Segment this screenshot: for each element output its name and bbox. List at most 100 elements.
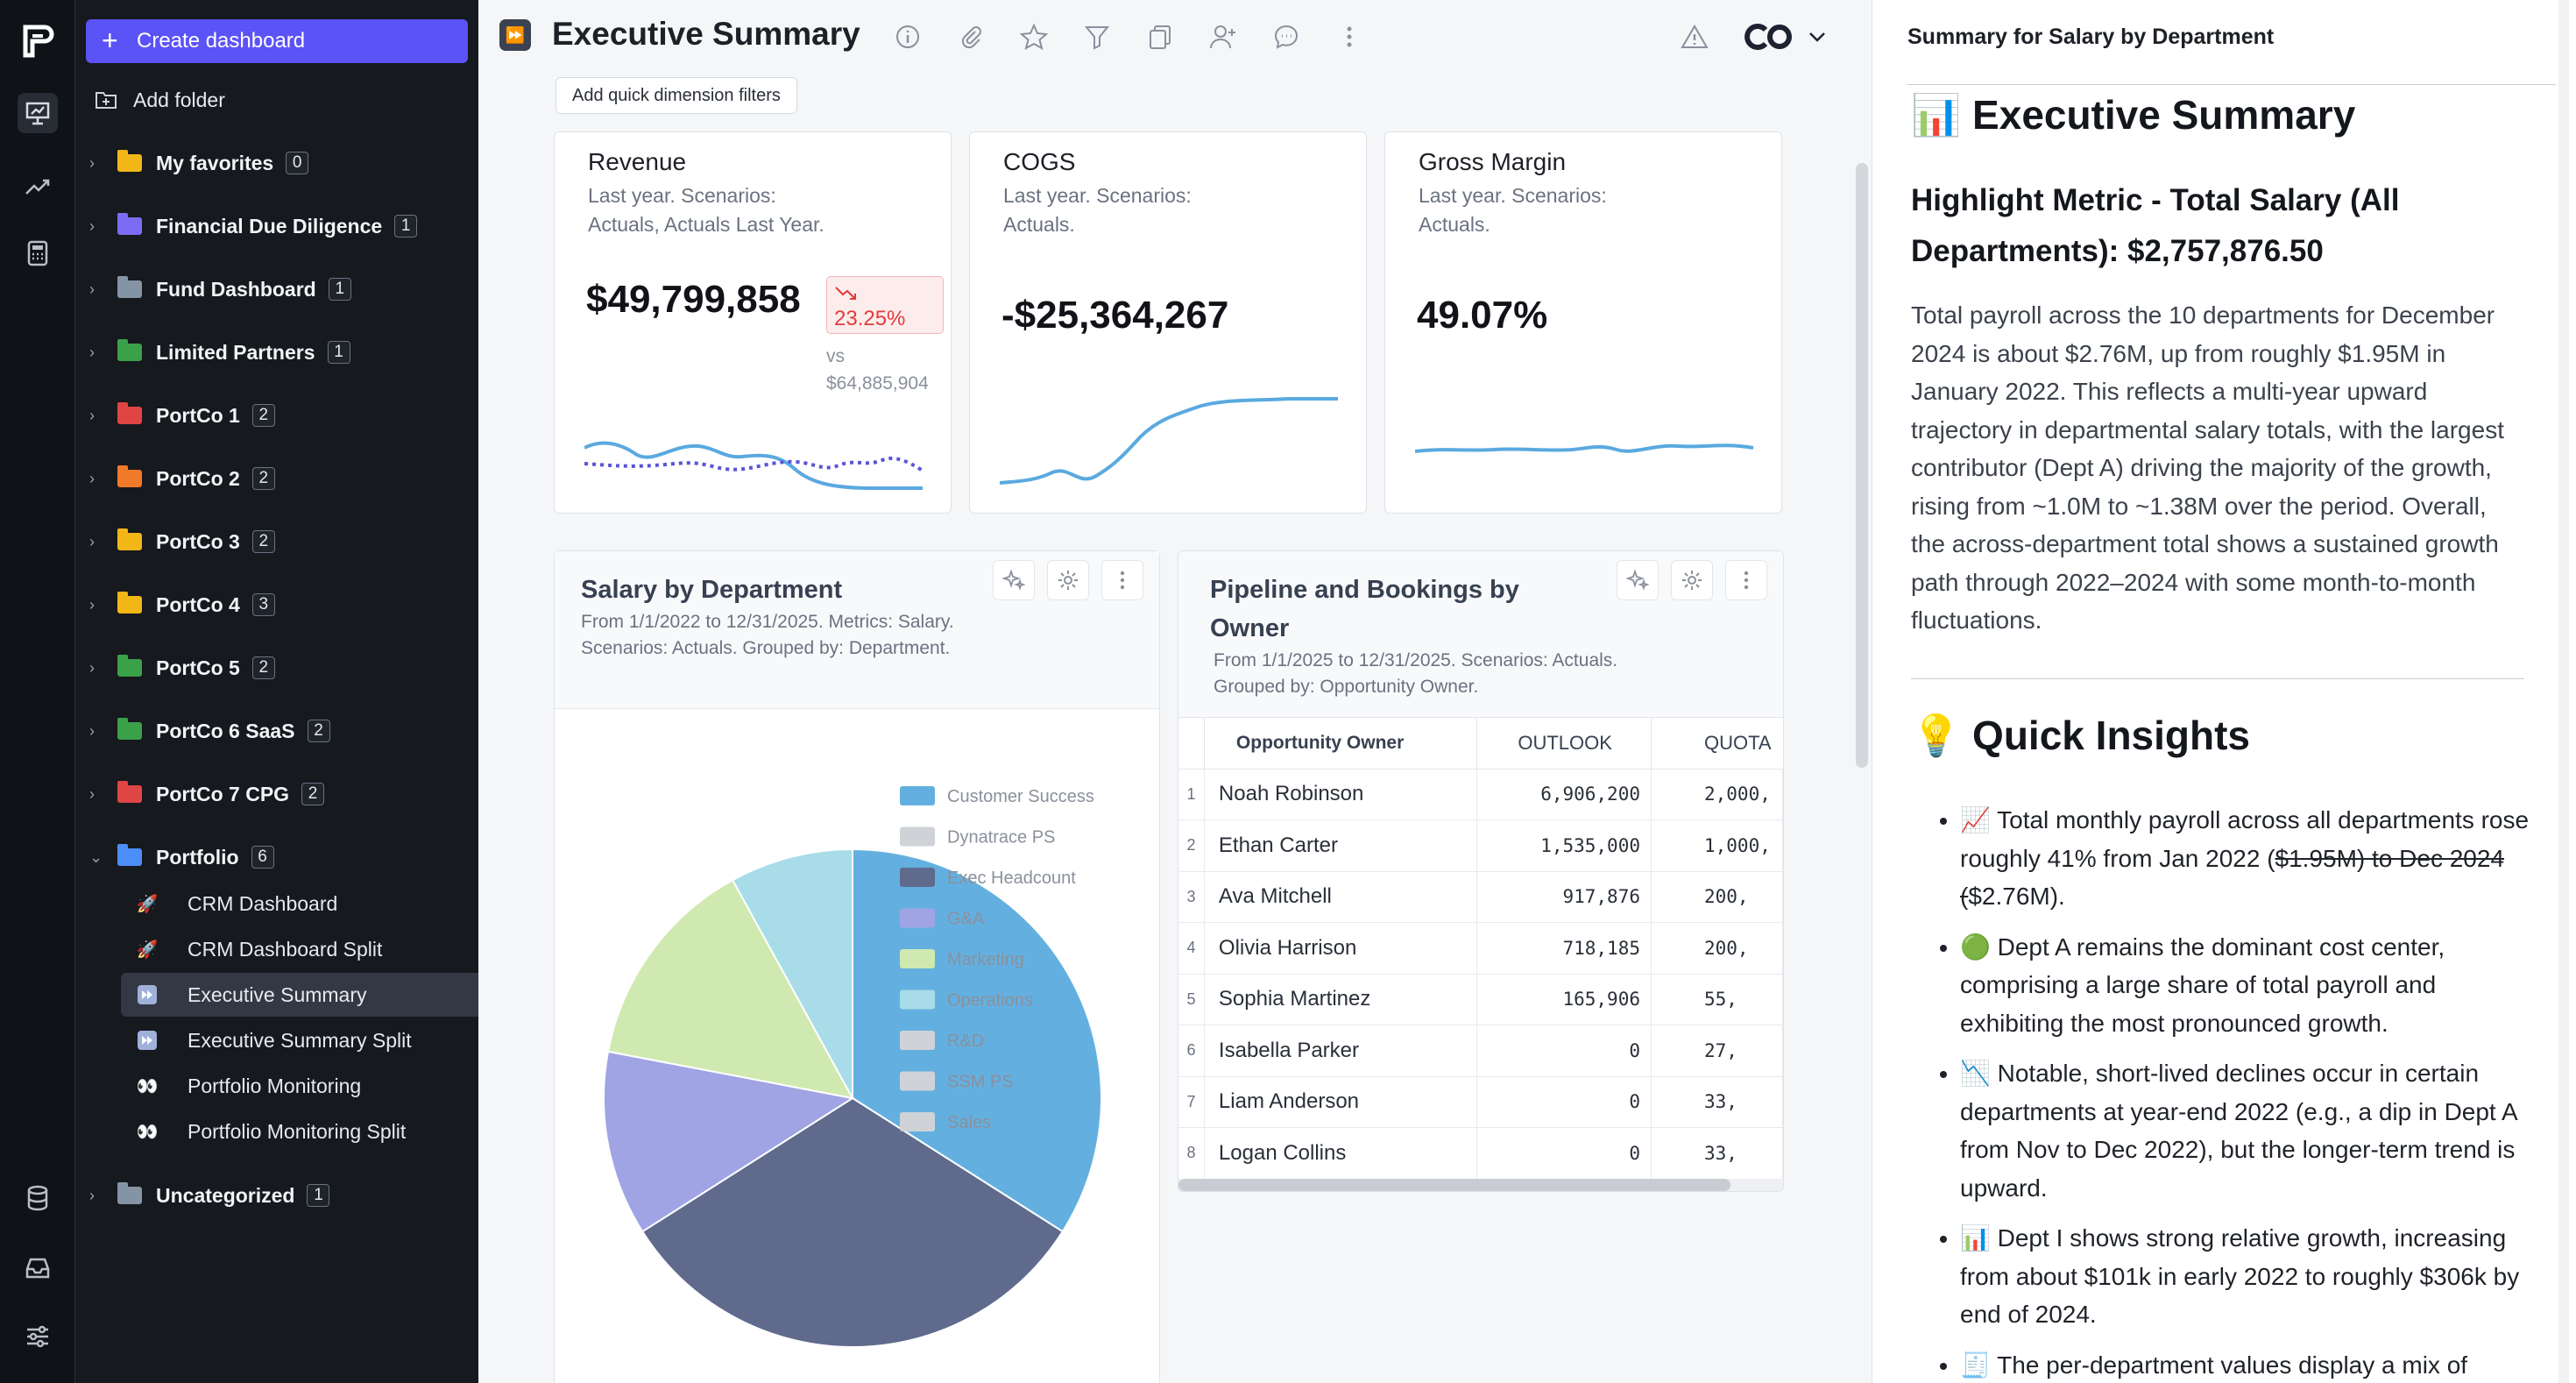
folder-financial-due-diligence[interactable]: › Financial Due Diligence 1	[89, 209, 418, 244]
panel-settings-button[interactable]	[1671, 560, 1713, 600]
kpi-card-gross-margin[interactable]: Gross Margin Last year. Scenarios: Actua…	[1384, 131, 1782, 514]
info-icon[interactable]	[892, 21, 924, 53]
legend-swatch[interactable]	[900, 868, 935, 887]
folder-portco-7-cpg[interactable]: › PortCo 7 CPG 2	[89, 777, 325, 812]
calculator-icon[interactable]	[18, 233, 58, 273]
inbox-icon[interactable]	[18, 1248, 58, 1288]
legend-swatch[interactable]	[900, 989, 935, 1010]
scrollbar-thumb[interactable]	[1178, 1179, 1730, 1191]
summary-scrollbar[interactable]	[2558, 0, 2569, 1383]
folder-portco-6-saas[interactable]: › PortCo 6 SaaS 2	[89, 713, 330, 748]
pie-slice-g-a[interactable]	[603, 1050, 855, 1233]
legend-swatch[interactable]	[900, 1071, 935, 1091]
legend-label[interactable]: Customer Success	[947, 787, 1094, 806]
table-row[interactable]: 6 Isabella Parker 0 27,	[1178, 1025, 1783, 1077]
legend-swatch[interactable]	[900, 786, 935, 805]
folder-fund-dashboard[interactable]: › Fund Dashboard 1	[89, 272, 351, 307]
table-row[interactable]: 7 Liam Anderson 0 33,	[1178, 1076, 1783, 1128]
legend-label[interactable]: SSM PS	[947, 1073, 1014, 1092]
paperclip-icon[interactable]	[955, 21, 987, 53]
page-title: Executive Summary	[552, 16, 860, 52]
more-vertical-icon[interactable]	[1334, 21, 1365, 53]
ai-sparkle-button[interactable]	[1617, 560, 1659, 600]
legend-label[interactable]: G&A	[947, 910, 985, 929]
folder-my-favorites[interactable]: › My favorites 0	[89, 145, 309, 181]
pie-slice-marketing[interactable]	[606, 878, 854, 1100]
legend-swatch[interactable]	[900, 1031, 935, 1050]
trending-icon[interactable]	[18, 167, 58, 207]
folder-limited-partners[interactable]: › Limited Partners 1	[89, 335, 350, 370]
warning-icon[interactable]	[1679, 21, 1710, 53]
database-icon[interactable]	[18, 1178, 58, 1218]
folder-count-badge: 1	[394, 215, 418, 238]
add-folder-button[interactable]: Add folder	[95, 84, 225, 116]
divider	[1907, 84, 2556, 85]
dashboard-item-crm-dashboard-split[interactable]: 🚀 CRM Dashboard Split	[121, 927, 503, 971]
legend-label[interactable]: Operations	[947, 991, 1033, 1011]
panel-settings-button[interactable]	[1047, 560, 1089, 600]
star-icon[interactable]	[1018, 21, 1050, 53]
kpi-card-revenue[interactable]: Revenue Last year. Scenarios: Actuals, A…	[554, 131, 952, 514]
workspace-logo-icon[interactable]	[1740, 21, 1801, 53]
legend-label[interactable]: Marketing	[947, 950, 1024, 969]
dashboard-item-executive-summary[interactable]: Executive Summary	[121, 973, 503, 1017]
folder-portco-2[interactable]: › PortCo 2 2	[89, 461, 275, 496]
dashboard-item-portfolio-monitoring-split[interactable]: 👀 Portfolio Monitoring Split	[121, 1110, 503, 1153]
horizontal-scrollbar[interactable]	[1178, 1179, 1783, 1191]
legend-label[interactable]: Dynatrace PS	[947, 828, 1055, 848]
dashboard-item-label: Portfolio Monitoring Split	[188, 1119, 407, 1143]
create-dashboard-button[interactable]: + Create dashboard	[86, 19, 468, 63]
comment-icon[interactable]	[1270, 21, 1302, 53]
dashboard-item-label: CRM Dashboard	[188, 891, 338, 915]
table-row[interactable]: 1 Noah Robinson 6,906,200 2,000,	[1178, 769, 1783, 820]
legend-label[interactable]: R&D	[947, 1032, 984, 1051]
quick-dimension-filters-button[interactable]: Add quick dimension filters	[556, 77, 797, 114]
app-logo-icon[interactable]	[18, 21, 58, 61]
folder-label: Financial Due Diligence	[156, 214, 383, 238]
legend-label[interactable]: Exec Headcount	[947, 869, 1076, 888]
ai-sparkle-button[interactable]	[993, 560, 1035, 600]
dashboards-icon[interactable]	[18, 93, 58, 133]
pipeline-bookings-panel[interactable]: Pipeline and Bookings by Owner From 1/1/…	[1178, 550, 1784, 1192]
legend-swatch[interactable]	[900, 949, 935, 968]
legend-label[interactable]: Sales	[947, 1113, 991, 1132]
legend-swatch[interactable]	[900, 908, 935, 928]
column-header-quota[interactable]: QUOTA	[1651, 718, 1783, 770]
panel-title: Salary by Department	[581, 576, 843, 604]
table-row[interactable]: 2 Ethan Carter 1,535,000 1,000,	[1178, 819, 1783, 872]
dashboard-item-portfolio-monitoring[interactable]: 👀 Portfolio Monitoring	[121, 1064, 503, 1108]
dashboard-item-executive-summary-split[interactable]: Executive Summary Split	[121, 1018, 503, 1062]
dashboard-item-crm-dashboard[interactable]: 🚀 CRM Dashboard	[121, 882, 503, 926]
table-row[interactable]: 3 Ava Mitchell 917,876 200,	[1178, 871, 1783, 923]
pie-slice-customer-success[interactable]	[852, 848, 1102, 1233]
dashboard-item-label: Executive Summary	[188, 982, 367, 1006]
filter-icon[interactable]	[1081, 21, 1113, 53]
folder-portco-3[interactable]: › PortCo 3 2	[89, 524, 275, 559]
column-header-owner[interactable]: Opportunity Owner	[1204, 718, 1478, 770]
pie-slice-exec-headcount[interactable]	[640, 1096, 1065, 1348]
folder-portfolio[interactable]: ⌄ Portfolio 6	[89, 840, 274, 875]
table-row[interactable]: 4 Olivia Harrison 718,185 200,	[1178, 922, 1783, 975]
folder-portco-1[interactable]: › PortCo 1 2	[89, 398, 275, 433]
table-row[interactable]: 5 Sophia Martinez 165,906 55,	[1178, 974, 1783, 1025]
duplicate-icon[interactable]	[1144, 21, 1176, 53]
pie-slice-operations[interactable]	[731, 848, 853, 1099]
legend-swatch[interactable]	[900, 1112, 935, 1131]
folder-portco-5[interactable]: › PortCo 5 2	[89, 650, 275, 685]
summary-title: 📊 Executive Summary	[1911, 92, 2356, 138]
settings-sliders-icon[interactable]	[18, 1316, 58, 1357]
salary-by-department-panel[interactable]: Salary by Department From 1/1/2022 to 12…	[554, 550, 1160, 1383]
panel-more-button[interactable]	[1725, 560, 1767, 600]
main-scrollbar[interactable]	[1856, 163, 1868, 768]
column-header-outlook[interactable]: OUTLOOK	[1476, 718, 1652, 770]
folder-portco-4[interactable]: › PortCo 4 3	[89, 587, 275, 622]
kpi-card-cogs[interactable]: COGS Last year. Scenarios: Actuals. -$25…	[969, 131, 1367, 514]
panel-more-button[interactable]	[1101, 560, 1143, 600]
add-user-icon[interactable]	[1207, 21, 1239, 53]
chevron-down-icon[interactable]	[1801, 21, 1833, 53]
kpi-delta-badge: 23.25%	[826, 276, 944, 334]
legend-swatch[interactable]	[900, 826, 935, 847]
folder-uncategorized[interactable]: › Uncategorized 1	[89, 1178, 330, 1213]
table-row[interactable]: 8 Logan Collins 0 33,	[1178, 1127, 1783, 1180]
kpi-title: Gross Margin	[1419, 148, 1567, 175]
